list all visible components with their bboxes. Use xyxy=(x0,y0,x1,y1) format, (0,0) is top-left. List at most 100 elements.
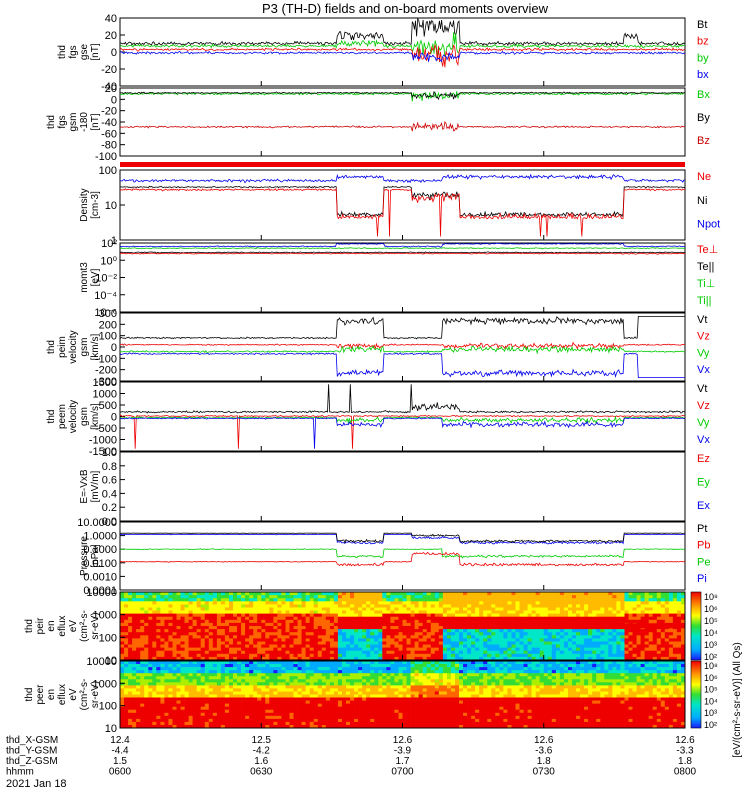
spectrogram-cell xyxy=(200,661,206,665)
spectrogram-cell xyxy=(580,598,585,602)
spectrogram-cell xyxy=(257,653,262,658)
spectrogram-cell xyxy=(430,656,436,661)
spectrogram-cell xyxy=(551,644,557,648)
spectrogram-cell xyxy=(152,688,157,692)
spectrogram-cell xyxy=(229,601,234,605)
spectrogram-cell xyxy=(325,635,331,639)
spectrogram-cell xyxy=(148,664,153,668)
spectrogram-cell xyxy=(559,638,565,642)
spectrogram-cell xyxy=(418,632,423,636)
spectrogram-cell xyxy=(273,656,278,661)
spectrogram-cell xyxy=(212,595,218,599)
spectrogram-cell xyxy=(156,595,161,599)
legend-by: by xyxy=(697,52,709,64)
spectrogram-cell xyxy=(152,601,157,605)
spectrogram-cell xyxy=(342,653,347,658)
spectrogram-cell xyxy=(249,626,254,630)
spectrogram-cell xyxy=(281,610,286,614)
spectrogram-cell xyxy=(233,592,238,596)
spectrogram-cell xyxy=(241,688,246,692)
spectrogram-cell xyxy=(224,619,230,624)
spectrogram-cell xyxy=(402,635,407,639)
spectrogram-cell xyxy=(370,604,375,608)
spectrogram-cell xyxy=(313,688,319,692)
spectrogram-cell xyxy=(511,598,516,602)
spectrogram-cell xyxy=(342,595,347,599)
spectrogram-cell xyxy=(354,616,359,621)
spectrogram-cell xyxy=(426,697,432,701)
spectrogram-cell xyxy=(342,685,347,689)
spectrogram-cell xyxy=(422,619,428,624)
spectrogram-cell xyxy=(305,670,310,674)
spectrogram-cell xyxy=(313,592,319,596)
spectrogram-cell xyxy=(277,703,282,707)
spectrogram-cell xyxy=(293,638,298,642)
spectrogram-cell xyxy=(124,653,129,658)
spectrogram-cell xyxy=(241,676,246,680)
spectrogram-cell xyxy=(233,635,238,639)
spectrogram-cell xyxy=(168,725,173,729)
spectrogram-cell xyxy=(426,688,432,692)
spectrogram-cell xyxy=(410,691,415,695)
spectrogram-cell xyxy=(676,601,682,605)
spectrogram-cell xyxy=(398,673,403,677)
spectrogram-cell xyxy=(596,592,601,596)
spectrogram-cell xyxy=(342,635,347,639)
spectrogram-cell xyxy=(269,691,274,695)
spectrogram-cell xyxy=(172,629,177,633)
spectrogram-cell xyxy=(382,622,387,627)
spectrogram-cell xyxy=(309,629,315,633)
spectrogram-cell xyxy=(200,604,206,608)
spectrogram-cell xyxy=(539,595,545,599)
spectrogram-cell xyxy=(572,601,577,605)
spectrogram-cell xyxy=(293,706,298,711)
spectrogram-cell xyxy=(212,647,218,652)
spectrogram-cell xyxy=(467,616,472,621)
spectrogram-cell xyxy=(362,644,367,648)
spectrogram-cell xyxy=(382,685,387,689)
spectrogram-cell xyxy=(241,685,246,689)
spectrogram-cell xyxy=(337,685,343,689)
spectrogram-cell xyxy=(172,691,177,695)
spectrogram-cell xyxy=(515,644,520,648)
spectrogram-cell xyxy=(378,656,383,661)
spectrogram-cell xyxy=(346,616,351,621)
spectrogram-cell xyxy=(156,641,161,645)
spectrogram-cell xyxy=(224,691,230,695)
spectrogram-cell xyxy=(616,650,621,655)
spectrogram-cell xyxy=(555,604,561,608)
spectrogram-cell xyxy=(394,700,399,704)
spectrogram-cell xyxy=(511,616,516,621)
spectrogram-cell xyxy=(394,638,399,642)
legend-ti||: Ti|| xyxy=(697,295,711,307)
spectrogram-cell xyxy=(527,613,532,618)
spectrogram-cell xyxy=(297,682,302,686)
spectrogram-cell xyxy=(600,653,605,658)
spectrogram-cell xyxy=(382,653,387,658)
spectrogram-cell xyxy=(257,635,262,639)
spectrogram-cell xyxy=(317,635,323,639)
spectrogram-cell xyxy=(495,629,500,633)
spectrogram-cell xyxy=(273,700,278,704)
spectrogram-cell xyxy=(281,635,286,639)
spectrogram-cell xyxy=(220,667,226,671)
y-axis-label: gsm xyxy=(79,338,90,357)
spectrogram-cell xyxy=(523,641,528,645)
spectrogram-cell xyxy=(120,715,125,720)
spectrogram-cell xyxy=(309,616,315,621)
spectrogram-cell xyxy=(337,688,343,692)
spectrogram-cell xyxy=(208,700,214,704)
spectrogram-cell xyxy=(366,604,371,608)
spectrogram-cell xyxy=(245,691,250,695)
spectrogram-cell xyxy=(313,626,319,630)
spectrogram-cell xyxy=(382,650,387,655)
spectrogram-cell xyxy=(386,644,391,648)
spectrogram-cell xyxy=(120,718,125,723)
spectrogram-cell xyxy=(192,604,197,608)
spectrogram-cell xyxy=(406,667,411,671)
spectrogram-cell xyxy=(398,667,403,671)
spectrogram-cell xyxy=(261,670,266,674)
spectrogram-cell xyxy=(588,592,593,596)
spectrogram-cell xyxy=(200,697,206,701)
spectrogram-cell xyxy=(132,644,137,648)
